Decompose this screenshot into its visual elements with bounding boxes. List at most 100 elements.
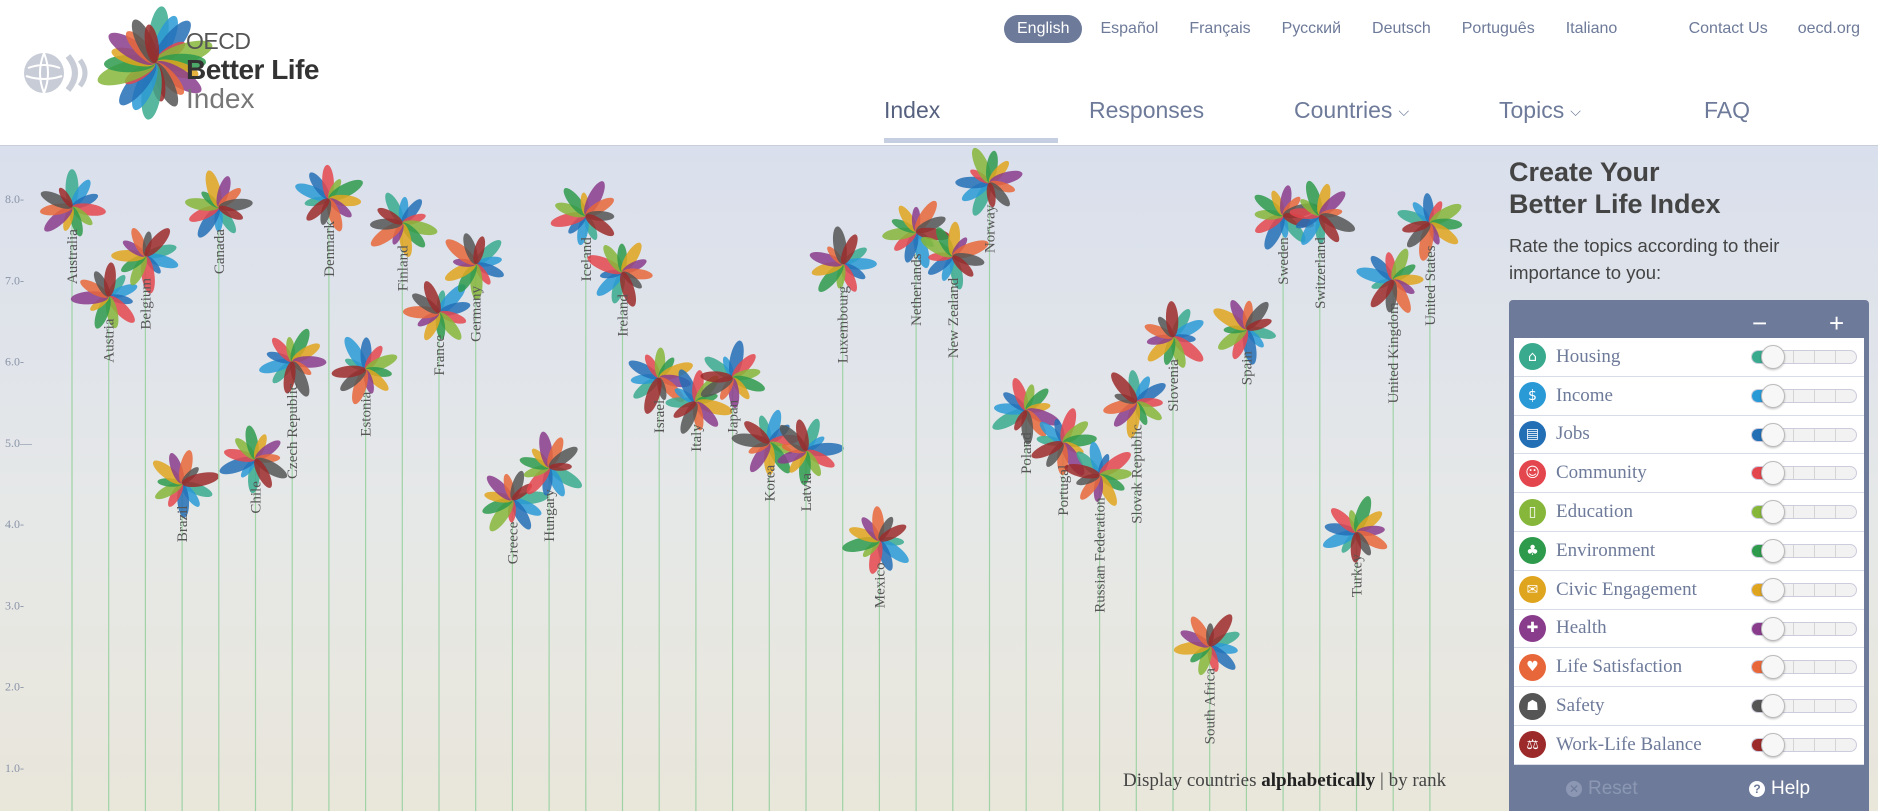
country-flower[interactable] bbox=[918, 221, 990, 290]
country-item[interactable]: Finland bbox=[368, 190, 439, 811]
topic-slider[interactable] bbox=[1751, 694, 1857, 719]
country-item[interactable]: Italy bbox=[665, 367, 734, 811]
country-flower[interactable] bbox=[1102, 369, 1169, 439]
country-item[interactable]: Estonia bbox=[331, 334, 399, 811]
slider-knob[interactable] bbox=[1761, 383, 1785, 408]
topic-slider[interactable] bbox=[1751, 577, 1857, 602]
lang-english[interactable]: English bbox=[1004, 15, 1083, 43]
country-flower[interactable] bbox=[1321, 494, 1390, 563]
lang-russian[interactable]: Русский bbox=[1281, 20, 1342, 37]
country-label[interactable]: Australia bbox=[65, 229, 81, 284]
slider-knob[interactable] bbox=[1761, 422, 1785, 447]
sort-alphabetically-link[interactable]: alphabetically bbox=[1261, 770, 1376, 791]
country-flower[interactable] bbox=[549, 178, 617, 246]
country-flower[interactable] bbox=[1355, 247, 1424, 316]
country-flower[interactable] bbox=[776, 417, 845, 486]
country-item[interactable]: Latvia bbox=[776, 417, 845, 811]
oecd-org-link[interactable]: oecd.org bbox=[1797, 20, 1860, 37]
lang-francais[interactable]: Français bbox=[1189, 20, 1251, 37]
country-flower[interactable] bbox=[1173, 611, 1241, 677]
country-label[interactable]: Turkey bbox=[1350, 554, 1366, 597]
country-label[interactable]: Netherlands bbox=[909, 253, 925, 326]
country-flower[interactable] bbox=[111, 225, 180, 295]
country-flower[interactable] bbox=[150, 449, 221, 518]
country-label[interactable]: Czech Republic bbox=[285, 383, 301, 479]
country-item[interactable]: Canada bbox=[184, 169, 253, 811]
country-flower[interactable] bbox=[955, 146, 1024, 218]
country-item[interactable]: Poland bbox=[990, 376, 1062, 811]
nav-countries[interactable]: Countries ⌵ bbox=[1294, 97, 1499, 143]
country-item[interactable]: Mexico bbox=[841, 506, 912, 811]
country-flower[interactable] bbox=[1210, 298, 1277, 366]
country-label[interactable]: Russian Federation bbox=[1093, 497, 1109, 613]
country-flower[interactable] bbox=[841, 506, 912, 575]
country-label[interactable]: Portugal bbox=[1056, 465, 1072, 516]
country-item[interactable]: Germany bbox=[442, 232, 506, 811]
country-item[interactable]: Hungary bbox=[518, 431, 585, 811]
topic-slider[interactable] bbox=[1751, 655, 1857, 680]
country-flower[interactable] bbox=[1396, 193, 1465, 262]
country-item[interactable]: Japan bbox=[698, 339, 767, 811]
country-flower[interactable] bbox=[95, 5, 215, 121]
country-label[interactable]: Sweden bbox=[1276, 237, 1292, 285]
country-flower[interactable] bbox=[293, 164, 366, 234]
country-label[interactable]: Latvia bbox=[799, 473, 815, 512]
reset-button[interactable]: ✕ Reset bbox=[1566, 778, 1638, 800]
country-label[interactable]: United Kingdom bbox=[1386, 302, 1402, 404]
country-label[interactable]: United States bbox=[1423, 245, 1439, 326]
country-item[interactable]: Luxembourg bbox=[808, 225, 877, 811]
country-label[interactable]: Canada bbox=[212, 229, 228, 274]
slider-knob[interactable] bbox=[1761, 616, 1785, 641]
lang-deutsch[interactable]: Deutsch bbox=[1372, 20, 1431, 37]
country-flower[interactable] bbox=[665, 367, 734, 436]
topic-slider[interactable] bbox=[1751, 732, 1857, 757]
country-flower[interactable] bbox=[808, 225, 877, 295]
country-item[interactable]: Denmark bbox=[293, 164, 366, 811]
slider-knob[interactable] bbox=[1761, 655, 1785, 680]
country-label[interactable]: Ireland bbox=[616, 294, 632, 337]
country-item[interactable]: Greece bbox=[480, 469, 549, 811]
country-item[interactable]: South Africa bbox=[1173, 611, 1241, 811]
country-label[interactable]: Finland bbox=[395, 245, 411, 291]
country-flower[interactable] bbox=[1143, 301, 1207, 370]
country-label[interactable]: Hungary bbox=[542, 489, 558, 542]
country-item[interactable]: France bbox=[402, 279, 472, 811]
slider-knob[interactable] bbox=[1761, 577, 1785, 602]
country-flower[interactable] bbox=[1252, 184, 1320, 252]
country-label[interactable]: Denmark bbox=[322, 221, 338, 277]
country-label[interactable]: France bbox=[432, 334, 448, 375]
country-label[interactable]: Poland bbox=[1019, 432, 1035, 474]
nav-topics[interactable]: Topics ⌵ bbox=[1499, 97, 1704, 143]
site-logo-text[interactable]: OECD Better Life Index bbox=[186, 30, 319, 113]
topic-slider[interactable] bbox=[1751, 461, 1857, 486]
topic-slider[interactable] bbox=[1751, 616, 1857, 641]
country-item[interactable]: Slovak Republic bbox=[1102, 369, 1169, 811]
topic-slider[interactable] bbox=[1751, 538, 1857, 563]
country-flower[interactable] bbox=[1063, 441, 1134, 509]
contact-us-link[interactable]: Contact Us bbox=[1688, 20, 1768, 37]
slider-knob[interactable] bbox=[1761, 500, 1785, 525]
country-item[interactable]: Ireland bbox=[585, 240, 653, 811]
country-item[interactable]: Iceland bbox=[549, 178, 617, 811]
topic-slider[interactable] bbox=[1751, 500, 1857, 525]
country-item[interactable]: Chile bbox=[218, 424, 290, 811]
slider-knob[interactable] bbox=[1761, 694, 1785, 719]
lang-espanol[interactable]: Español bbox=[1100, 20, 1159, 37]
country-item[interactable]: Belgium bbox=[111, 225, 180, 811]
slider-knob[interactable] bbox=[1761, 732, 1785, 757]
nav-index[interactable]: Index bbox=[884, 97, 1089, 143]
country-flower[interactable] bbox=[698, 339, 767, 409]
country-item[interactable]: United Kingdom bbox=[1355, 247, 1424, 811]
help-button[interactable]: ? Help bbox=[1749, 778, 1810, 800]
country-label[interactable]: Estonia bbox=[359, 391, 375, 436]
country-item[interactable]: Switzerland bbox=[1289, 179, 1357, 811]
country-flower[interactable] bbox=[480, 469, 549, 534]
lang-portugues[interactable]: Português bbox=[1461, 20, 1535, 37]
increase-all-button[interactable]: + bbox=[1829, 308, 1845, 338]
country-flower[interactable] bbox=[1289, 179, 1357, 248]
country-item[interactable]: Spain bbox=[1210, 298, 1277, 811]
country-label[interactable]: Slovak Republic bbox=[1129, 424, 1145, 524]
country-flower[interactable] bbox=[990, 376, 1062, 445]
slider-knob[interactable] bbox=[1761, 345, 1785, 369]
country-label[interactable]: Norway bbox=[983, 204, 999, 253]
